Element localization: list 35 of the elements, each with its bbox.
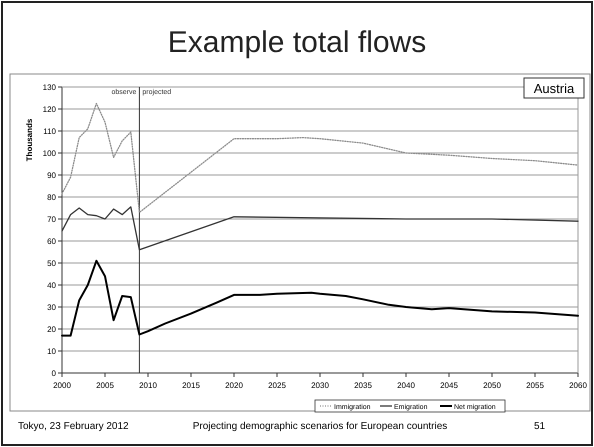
y-tick-label: 40 [47, 281, 57, 290]
x-tick-label: 2030 [311, 381, 330, 390]
y-tick-label: 110 [43, 127, 57, 136]
x-tick-label: 2040 [397, 381, 416, 390]
chart-title: Example total flows [168, 26, 426, 59]
x-tick-label: 2015 [182, 381, 200, 390]
y-tick-label: 100 [42, 149, 57, 158]
line-series [61, 260, 579, 337]
x-tick-label: 2055 [526, 381, 544, 390]
x-tick-label: 2045 [440, 381, 458, 390]
y-tick-label: 90 [47, 171, 57, 180]
y-tick-label: 70 [47, 215, 57, 224]
annotation: Austria [534, 81, 575, 96]
y-tick-label: 80 [47, 193, 57, 202]
y-tick-label: 30 [47, 303, 57, 312]
x-tick-label: 2005 [96, 381, 114, 390]
x-tick-label: 2050 [483, 381, 502, 390]
x-tick-label: 2060 [569, 381, 588, 390]
x-tick-label: 2035 [354, 381, 372, 390]
x-tick-label: 2000 [53, 381, 72, 390]
y-axis-title: Thousands [25, 118, 34, 162]
y-tick-label: 50 [47, 259, 57, 268]
x-tick-label: 2010 [139, 381, 158, 390]
text: Tokyo, 23 February 2012 [18, 421, 130, 432]
y-tick-label: 0 [52, 369, 57, 378]
line-series [61, 102, 579, 214]
x-tick-label: 2025 [268, 381, 286, 390]
y-tick-label: 10 [47, 347, 57, 356]
y-tick-label: 20 [47, 325, 57, 334]
y-tick-label: 120 [42, 105, 57, 114]
y-tick-label: 130 [42, 83, 57, 92]
text: Projecting demographic scenarios for European countries [192, 421, 448, 432]
y-tick-label: 60 [47, 237, 57, 246]
x-tick-label: 2020 [225, 381, 244, 390]
text: 51 [534, 421, 546, 432]
